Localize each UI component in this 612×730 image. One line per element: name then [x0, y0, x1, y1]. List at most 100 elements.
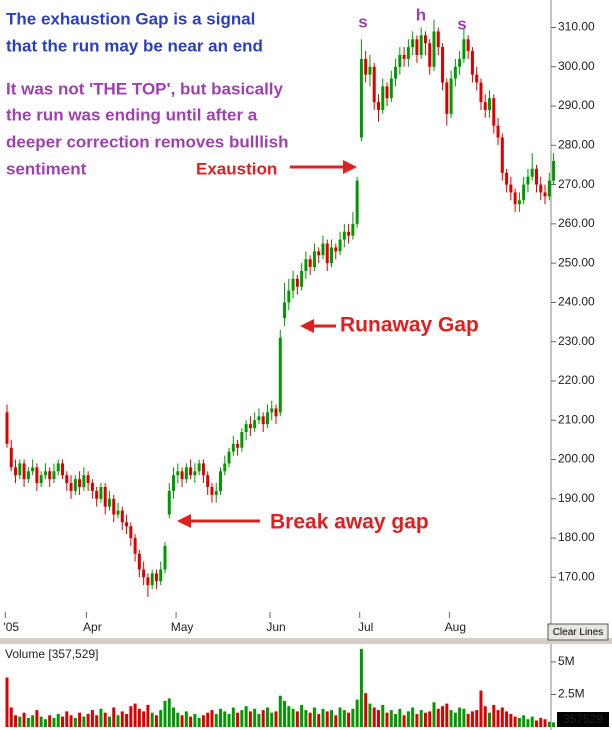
annotation: s [358, 12, 367, 31]
volume-bar [219, 708, 222, 727]
candle-body [547, 180, 551, 197]
candle-body [236, 443, 240, 448]
volume-bar [526, 719, 530, 727]
candle-body [201, 463, 205, 476]
volume-bar [248, 711, 252, 727]
y-tick-label: 2.5M [558, 687, 585, 701]
candle-body [261, 416, 265, 425]
volume-bar [381, 704, 385, 727]
y-tick-label: 230.00 [558, 334, 595, 348]
volume-bar [137, 708, 141, 727]
x-tick-label: '05 [3, 620, 19, 634]
annotation: It was not 'THE TOP', but basically [6, 79, 284, 98]
candle-body [52, 471, 56, 480]
candle-body [48, 471, 52, 480]
candle-body [172, 475, 176, 491]
annotation: sentiment [6, 159, 87, 178]
volume-bar [227, 713, 231, 727]
volume-bar [26, 717, 30, 727]
candle-body [351, 223, 355, 236]
candle-body [359, 58, 363, 138]
volume-bar [278, 695, 282, 727]
volume-bar [496, 710, 500, 727]
volume-bar [231, 707, 235, 727]
volume-bar [69, 715, 73, 727]
candle-body [78, 479, 82, 487]
annotation: Runaway Gap [340, 314, 479, 337]
arrow-head [343, 160, 357, 174]
arrows [177, 160, 357, 528]
volume-bar [159, 710, 163, 727]
candle-body [142, 569, 146, 578]
candle-body [244, 424, 248, 433]
volume-bar [14, 715, 18, 727]
volume-bar [488, 712, 492, 727]
volume-bar [52, 717, 56, 727]
candle-body [432, 31, 436, 67]
volume-bar [180, 715, 184, 727]
candle-body [372, 66, 376, 103]
annotation: Exaustion [196, 159, 277, 178]
x-tick-label: May [171, 620, 194, 634]
candle-body [500, 137, 504, 173]
volume-bar [274, 711, 278, 727]
candle-body [180, 471, 184, 480]
candle-body [376, 102, 380, 110]
candle-body [342, 231, 346, 240]
volume-bar [308, 712, 312, 727]
candle-body [330, 247, 334, 264]
volume-bar [125, 713, 129, 727]
volume-bar [129, 706, 133, 727]
candle-body [308, 259, 312, 268]
volume-bar [458, 707, 462, 727]
candle-body [402, 54, 406, 59]
volume-bar [167, 698, 171, 727]
volume-bar [35, 710, 39, 727]
clear-lines-button[interactable] [547, 623, 609, 641]
candle-body [436, 31, 440, 48]
volume-bar [522, 715, 526, 727]
candle-body [368, 66, 372, 75]
volume-bar [500, 707, 504, 727]
volume-bar [244, 706, 248, 727]
candle-body [223, 463, 227, 472]
volume-bar [142, 711, 146, 727]
volume-bar [39, 716, 43, 727]
volume-bar [172, 707, 176, 727]
candle-body [206, 475, 210, 487]
volume-bar [291, 708, 295, 727]
candle-body [116, 510, 120, 515]
candle-body [265, 412, 269, 425]
pane-separator [0, 638, 612, 644]
candle-body [543, 192, 547, 197]
volume-bar [223, 711, 227, 727]
volume-bar [300, 704, 304, 727]
candle-body [458, 58, 462, 67]
button-label[interactable]: Clear Lines [553, 627, 604, 638]
x-tick-label: Jun [266, 620, 285, 634]
volume-bar [86, 713, 90, 727]
candle-body [479, 82, 483, 103]
arrow-head [177, 514, 191, 528]
candle-body [18, 463, 22, 476]
candle-body [120, 510, 124, 523]
candle-body [189, 467, 193, 476]
candle-body [86, 475, 90, 484]
volume-bar [90, 710, 94, 727]
candle-body [415, 39, 419, 55]
x-tick-label: Jul [358, 620, 373, 634]
arrow-head [300, 319, 314, 333]
candle-body [184, 467, 188, 480]
candle-body [163, 545, 167, 570]
volume-bar [470, 711, 474, 727]
volume-bar [287, 706, 291, 727]
volume-bar [193, 713, 197, 727]
volume-bar [509, 713, 513, 727]
candle-body [39, 475, 43, 484]
candle-body [210, 486, 214, 495]
volume-bar [112, 707, 116, 727]
candle-body [274, 408, 278, 417]
volume-bar [163, 700, 167, 727]
candle-body [146, 577, 150, 586]
